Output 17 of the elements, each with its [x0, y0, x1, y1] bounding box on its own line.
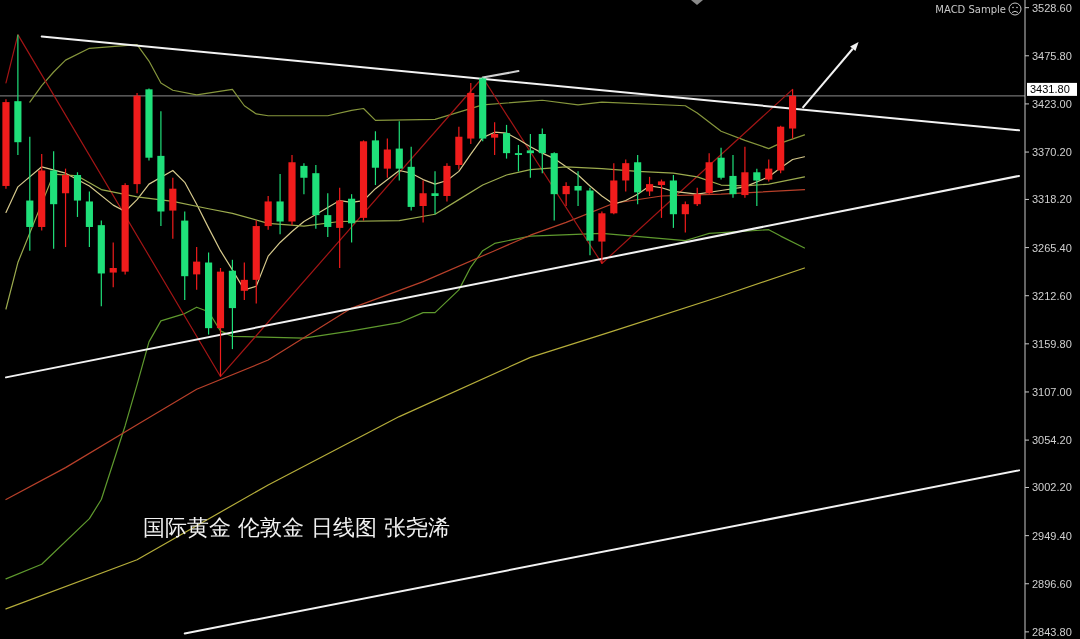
y-tick-label: 3159.80: [1032, 337, 1072, 350]
y-tick-label: 2896.60: [1032, 577, 1072, 590]
y-tick-label: 3475.80: [1032, 49, 1072, 62]
y-tick-label: 3002.20: [1032, 481, 1072, 494]
y-tick-label: 3318.20: [1032, 193, 1072, 206]
y-tick-label: 2949.40: [1032, 529, 1072, 542]
y-tick-label: 2843.80: [1032, 625, 1072, 638]
ref-line-label: 3431.80: [1030, 83, 1070, 96]
y-tick-label: 3212.60: [1032, 289, 1072, 302]
y-tick-label: 3528.60: [1032, 1, 1072, 14]
annotation: 国际黄金 伦敦金 日线图 张尧浠: [143, 514, 450, 540]
y-tick-label: 3423.00: [1032, 97, 1072, 110]
annotation: MACD Sample: [935, 3, 1006, 15]
y-tick-label: 3265.40: [1032, 241, 1072, 254]
y-tick-label: 3107.00: [1032, 385, 1072, 398]
y-tick-label: 3054.20: [1032, 434, 1072, 447]
y-tick-label: 3370.20: [1032, 146, 1072, 159]
